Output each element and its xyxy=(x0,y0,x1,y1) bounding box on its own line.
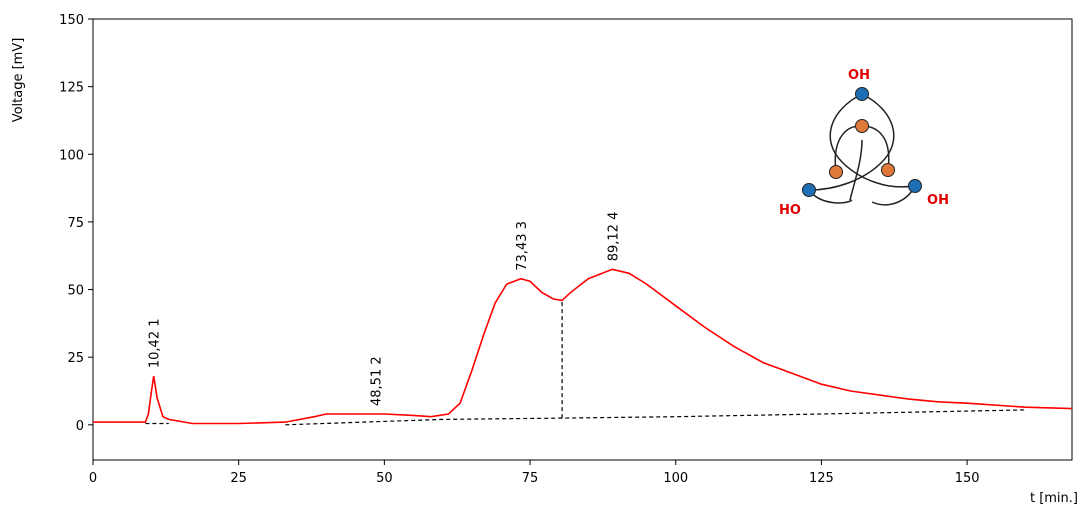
peak-label: 10,42 1 xyxy=(148,319,163,369)
trace xyxy=(93,268,1073,425)
y-tick-label: 150 xyxy=(59,13,84,28)
y-axis-label: Voltage [mV] xyxy=(11,38,26,123)
y-tick-label: 25 xyxy=(67,351,84,366)
x-tick-label: 0 xyxy=(89,471,97,486)
x-tick-label: 50 xyxy=(376,471,393,486)
y-tick-label: 75 xyxy=(67,216,84,231)
peak-label: 89,12 4 xyxy=(606,212,621,262)
molecule-label: HO xyxy=(779,203,801,218)
x-tick-label: 75 xyxy=(522,471,539,486)
y-tick-label: 0 xyxy=(76,419,84,434)
plot-frame xyxy=(92,18,1073,461)
trace xyxy=(145,409,1026,426)
x-tick-label: 100 xyxy=(663,471,688,486)
x-tick-label: 125 xyxy=(809,471,834,486)
x-tick-label: 150 xyxy=(955,471,980,486)
molecule-label: OH xyxy=(848,68,870,83)
y-tick-label: 50 xyxy=(67,284,84,299)
y-tick-label: 100 xyxy=(59,148,84,163)
x-axis-label: t [min.] xyxy=(1030,491,1078,506)
molecule-inset: OH HO OH xyxy=(779,68,949,218)
peak-label: 73,43 3 xyxy=(515,221,530,271)
peak-label: 48,51 2 xyxy=(370,356,385,406)
x-tick-label: 25 xyxy=(230,471,247,486)
molecule-label: OH xyxy=(927,193,949,208)
y-tick-label: 125 xyxy=(59,81,84,96)
